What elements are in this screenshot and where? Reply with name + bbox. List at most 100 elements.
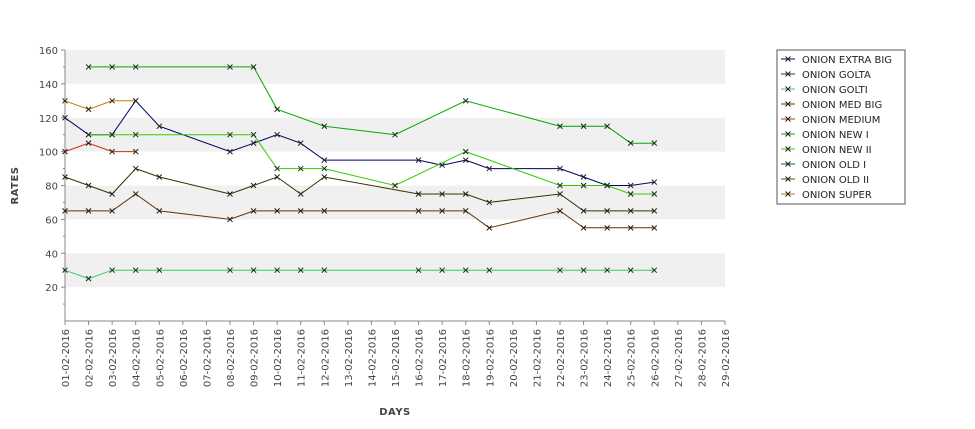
data-point-onion-super [62, 97, 68, 104]
y-axis-label: RATES [10, 166, 21, 204]
x-tick-label: 05-02-2016 [155, 329, 166, 387]
x-tick-label: 08-02-2016 [226, 329, 237, 387]
x-tick-label: 27-02-2016 [674, 329, 685, 387]
series-line-onion-super [64, 100, 136, 110]
legend-label: ONION NEW II [802, 145, 872, 156]
data-point-onion-med-big [274, 208, 280, 214]
legend-marker [785, 161, 791, 167]
x-tick-label: 24-02-2016 [603, 329, 614, 387]
legend-marker [785, 146, 791, 152]
data-point-onion-new-i [321, 123, 328, 130]
y-tick-label: 20 [45, 283, 58, 294]
data-point-onion-golta [274, 174, 280, 180]
data-point-onion-extra-big [627, 182, 634, 189]
data-point-onion-new-i [109, 64, 115, 70]
x-tick-label: 19-02-2016 [485, 329, 496, 387]
x-tick-label: 16-02-2016 [415, 329, 426, 387]
legend-marker [785, 131, 791, 137]
data-point-onion-golta [156, 174, 163, 180]
data-point-onion-extra-big [580, 174, 587, 180]
data-point-onion-extra-big [651, 179, 658, 185]
legend-item-onion-old-ii: ONION OLD II [781, 175, 869, 186]
data-point-onion-med-big [627, 224, 634, 231]
data-point-onion-med-big [156, 208, 163, 214]
data-point-onion-med-big [321, 208, 328, 214]
data-point-onion-golta [132, 165, 139, 172]
data-point-onion-new-i [250, 64, 257, 70]
data-point-onion-new-ii [109, 131, 115, 138]
legend-item-onion-golta: ONION GOLTA [781, 70, 871, 81]
x-tick-label: 07-02-2016 [202, 329, 213, 387]
data-point-onion-new-ii [227, 131, 233, 138]
data-point-onion-new-ii [604, 182, 610, 189]
data-point-onion-golti [62, 267, 68, 274]
legend: ONION EXTRA BIG ONION GOLTA ONION GOLTI ONI… [776, 49, 906, 205]
legend-label: ONION EXTRA BIG [802, 55, 892, 66]
x-tick-label: 18-02-2016 [462, 329, 473, 387]
data-point-onion-golta [604, 208, 610, 214]
data-point-onion-golti [557, 267, 563, 274]
data-point-onion-extra-big [62, 114, 68, 121]
x-tick-label: 29-02-2016 [721, 329, 732, 387]
data-point-onion-golta [85, 182, 92, 189]
data-point-onion-new-ii [462, 148, 469, 155]
data-point-onion-new-ii [85, 131, 92, 138]
data-point-onion-med-big [297, 208, 304, 214]
data-point-onion-super [85, 106, 92, 113]
data-point-onion-extra-big [250, 140, 257, 147]
legend-item-onion-new-ii: ONION NEW II [781, 145, 872, 156]
x-tick-label: 09-02-2016 [250, 329, 261, 387]
y-tick-label: 100 [39, 148, 58, 159]
data-point-onion-med-big [62, 208, 68, 214]
legend-item-onion-medium: ONION MEDIUM [781, 115, 880, 126]
y-tick-label: 120 [39, 114, 58, 125]
data-point-onion-golta [486, 199, 493, 206]
data-point-onion-new-i [627, 140, 634, 147]
data-point-onion-med-big [486, 224, 493, 231]
data-point-onion-med-big [439, 208, 445, 214]
data-point-onion-med-big [85, 208, 92, 214]
data-point-onion-new-ii [651, 191, 658, 197]
data-point-onion-medium [85, 140, 92, 147]
data-point-onion-med-big [604, 224, 610, 231]
x-tick-label: 01-02-2016 [61, 329, 72, 387]
x-tick-label: 06-02-2016 [179, 329, 190, 387]
data-point-onion-golta [321, 174, 328, 180]
y-tick-label: 80 [45, 182, 58, 193]
data-point-onion-golta [651, 208, 658, 214]
data-point-onion-med-big [250, 208, 257, 214]
data-point-onion-med-big [651, 224, 658, 231]
data-point-onion-new-ii [580, 182, 587, 189]
data-point-onion-golti [274, 267, 280, 274]
data-point-onion-golta [250, 182, 257, 189]
x-tick-label: 04-02-2016 [132, 329, 143, 387]
data-point-onion-extra-big [156, 123, 163, 130]
y-tick-label: 40 [45, 249, 58, 260]
x-tick-label: 20-02-2016 [509, 329, 520, 387]
data-point-onion-golta [109, 191, 115, 197]
data-point-onion-golta [297, 191, 304, 197]
data-point-onion-golta [62, 174, 68, 180]
x-tick-label: 03-02-2016 [108, 329, 119, 387]
data-point-onion-golta [627, 208, 634, 214]
data-point-onion-golti [109, 267, 115, 274]
series-line-onion-medium [64, 142, 136, 153]
data-point-onion-extra-big [439, 162, 445, 169]
data-point-onion-golti [250, 267, 257, 274]
data-point-onion-golti [85, 275, 92, 282]
data-point-onion-golta [462, 191, 469, 197]
data-point-onion-med-big [227, 216, 233, 223]
data-point-onion-medium [132, 148, 139, 155]
legend-box [776, 49, 906, 205]
legend-label: ONION GOLTI [802, 85, 868, 96]
data-point-onion-medium [62, 148, 68, 155]
data-point-onion-new-ii [557, 182, 563, 189]
legend-label: ONION GOLTA [802, 70, 871, 81]
data-point-onion-new-i [557, 123, 563, 130]
legend-label: ONION OLD II [802, 175, 869, 186]
grid-band [65, 185, 725, 220]
legend-item-onion-super: ONION SUPER [781, 190, 872, 201]
data-point-onion-extra-big [321, 157, 328, 163]
y-tick-label: 60 [45, 215, 58, 226]
